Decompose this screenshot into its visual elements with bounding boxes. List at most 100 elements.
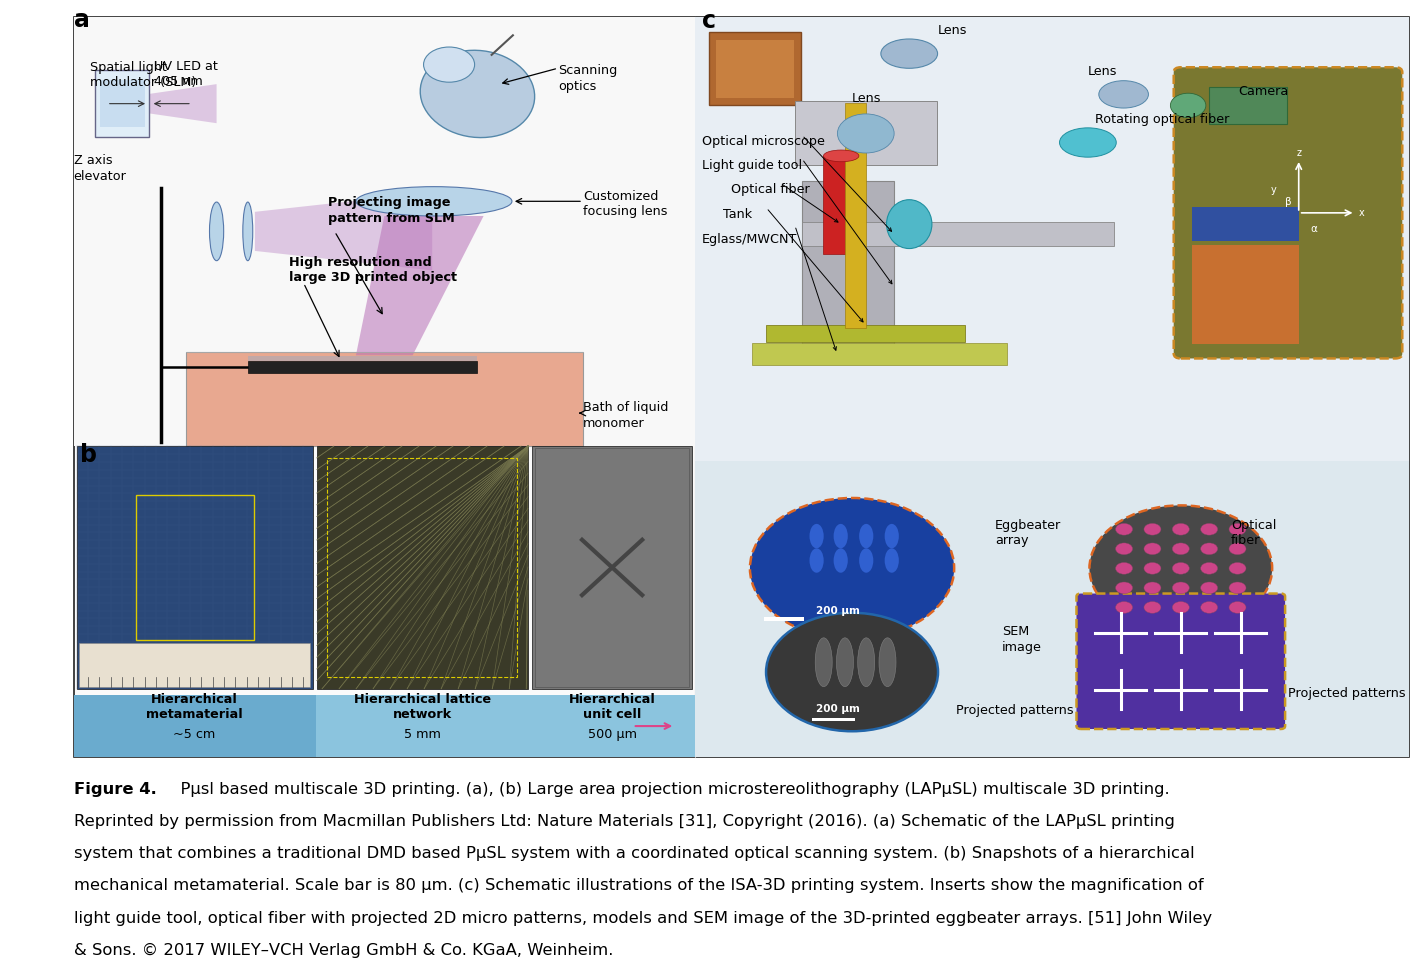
- Circle shape: [1229, 582, 1246, 594]
- Text: y: y: [1271, 186, 1276, 195]
- Text: UV LED at
405 nm: UV LED at 405 nm: [155, 60, 218, 88]
- Text: & Sons. © 2017 WILEY–VCH Verlag GmbH & Co. KGaA, Weinheim.: & Sons. © 2017 WILEY–VCH Verlag GmbH & C…: [74, 943, 613, 957]
- Text: 500 μm: 500 μm: [587, 728, 637, 741]
- Ellipse shape: [885, 548, 899, 573]
- Circle shape: [1201, 602, 1218, 614]
- Circle shape: [1116, 563, 1133, 574]
- Bar: [764, 617, 804, 621]
- Text: Spatial light
modulator (SLM): Spatial light modulator (SLM): [89, 61, 196, 89]
- FancyBboxPatch shape: [1174, 67, 1402, 359]
- Text: Bath of liquid
monomer: Bath of liquid monomer: [583, 402, 668, 430]
- Text: mechanical metamaterial. Scale bar is 80 μm. (c) Schematic illustrations of the : mechanical metamaterial. Scale bar is 80…: [74, 878, 1204, 893]
- Text: Tank: Tank: [723, 208, 753, 221]
- Polygon shape: [149, 84, 217, 123]
- Ellipse shape: [420, 50, 535, 138]
- Bar: [803, 222, 1115, 246]
- Bar: [186, 352, 583, 446]
- Bar: [316, 695, 695, 757]
- Circle shape: [1201, 563, 1218, 574]
- Text: Figure 4.: Figure 4.: [74, 782, 156, 796]
- Bar: [695, 17, 1409, 461]
- Circle shape: [1144, 563, 1161, 574]
- Text: 5 mm: 5 mm: [404, 728, 441, 741]
- Text: β: β: [1285, 197, 1292, 207]
- Circle shape: [1173, 582, 1190, 594]
- Bar: [716, 40, 794, 98]
- Text: Hierarchical
unit cell: Hierarchical unit cell: [569, 693, 655, 721]
- Bar: [1193, 245, 1299, 344]
- Ellipse shape: [210, 202, 224, 261]
- Bar: [824, 156, 859, 254]
- Ellipse shape: [881, 39, 937, 68]
- Circle shape: [1116, 602, 1133, 614]
- Ellipse shape: [242, 202, 252, 261]
- FancyBboxPatch shape: [1076, 594, 1285, 729]
- Ellipse shape: [834, 548, 848, 573]
- Polygon shape: [356, 216, 484, 356]
- Circle shape: [1173, 602, 1190, 614]
- Text: Optical microscope: Optical microscope: [702, 135, 825, 149]
- Ellipse shape: [837, 638, 854, 687]
- Bar: [328, 458, 518, 677]
- Circle shape: [1201, 524, 1218, 535]
- Text: Projected patterns: Projected patterns: [1288, 687, 1405, 701]
- Text: Camera: Camera: [1238, 85, 1288, 99]
- Text: Projected patterns: Projected patterns: [956, 703, 1073, 717]
- Text: 200 μm: 200 μm: [815, 703, 859, 713]
- Ellipse shape: [815, 638, 832, 687]
- Circle shape: [1173, 563, 1190, 574]
- Ellipse shape: [885, 524, 899, 548]
- Ellipse shape: [858, 638, 875, 687]
- Ellipse shape: [1099, 81, 1149, 108]
- Circle shape: [1201, 582, 1218, 594]
- Ellipse shape: [810, 548, 824, 573]
- Ellipse shape: [1059, 128, 1116, 157]
- Text: Pμsl based multiscale 3D printing. (a), (b) Large area projection microstereolit: Pμsl based multiscale 3D printing. (a), …: [170, 782, 1170, 796]
- Text: Z axis
elevator: Z axis elevator: [74, 154, 126, 183]
- Circle shape: [1089, 505, 1272, 631]
- Text: Optical fiber: Optical fiber: [730, 184, 810, 196]
- Ellipse shape: [838, 114, 895, 153]
- Text: SEM
image: SEM image: [1003, 625, 1042, 654]
- Text: light guide tool, optical fiber with projected 2D micro patterns, models and SEM: light guide tool, optical fiber with pro…: [74, 911, 1212, 925]
- Circle shape: [1173, 524, 1190, 535]
- Ellipse shape: [859, 524, 873, 548]
- Text: x: x: [1358, 208, 1364, 218]
- Text: Hierarchical lattice
network: Hierarchical lattice network: [354, 693, 491, 721]
- Bar: [709, 32, 801, 106]
- Text: Eggbeater
array: Eggbeater array: [995, 519, 1061, 547]
- Circle shape: [1173, 543, 1190, 555]
- Ellipse shape: [824, 150, 859, 162]
- Text: Projecting image
pattern from SLM: Projecting image pattern from SLM: [328, 196, 454, 225]
- Bar: [248, 361, 478, 373]
- Ellipse shape: [356, 187, 512, 216]
- Bar: [95, 70, 149, 137]
- Bar: [795, 102, 937, 165]
- Ellipse shape: [834, 524, 848, 548]
- Bar: [532, 446, 692, 689]
- Text: High resolution and
large 3D printed object: High resolution and large 3D printed obj…: [289, 256, 458, 284]
- Bar: [74, 17, 1409, 757]
- Text: b: b: [79, 443, 96, 467]
- Text: Reprinted by permission from Macmillan Publishers Ltd: Nature Materials [31], Co: Reprinted by permission from Macmillan P…: [74, 814, 1174, 828]
- Circle shape: [1144, 524, 1161, 535]
- Bar: [766, 325, 964, 343]
- Bar: [248, 356, 478, 361]
- Polygon shape: [255, 192, 432, 271]
- Circle shape: [1201, 543, 1218, 555]
- Text: α: α: [1310, 225, 1317, 234]
- Text: Light guide tool: Light guide tool: [702, 159, 803, 172]
- Text: Lens: Lens: [1088, 64, 1117, 78]
- Text: Lens: Lens: [937, 24, 967, 37]
- Text: Optical
fiber: Optical fiber: [1231, 519, 1276, 547]
- Text: Hierarchical
metamaterial: Hierarchical metamaterial: [146, 693, 242, 721]
- Bar: [99, 80, 145, 127]
- Bar: [813, 717, 855, 721]
- Text: Customized
focusing lens: Customized focusing lens: [583, 190, 668, 218]
- Circle shape: [1144, 543, 1161, 555]
- Circle shape: [1229, 602, 1246, 614]
- Text: ~5 cm: ~5 cm: [173, 728, 216, 741]
- Circle shape: [1116, 582, 1133, 594]
- Circle shape: [1229, 543, 1246, 555]
- Circle shape: [1144, 582, 1161, 594]
